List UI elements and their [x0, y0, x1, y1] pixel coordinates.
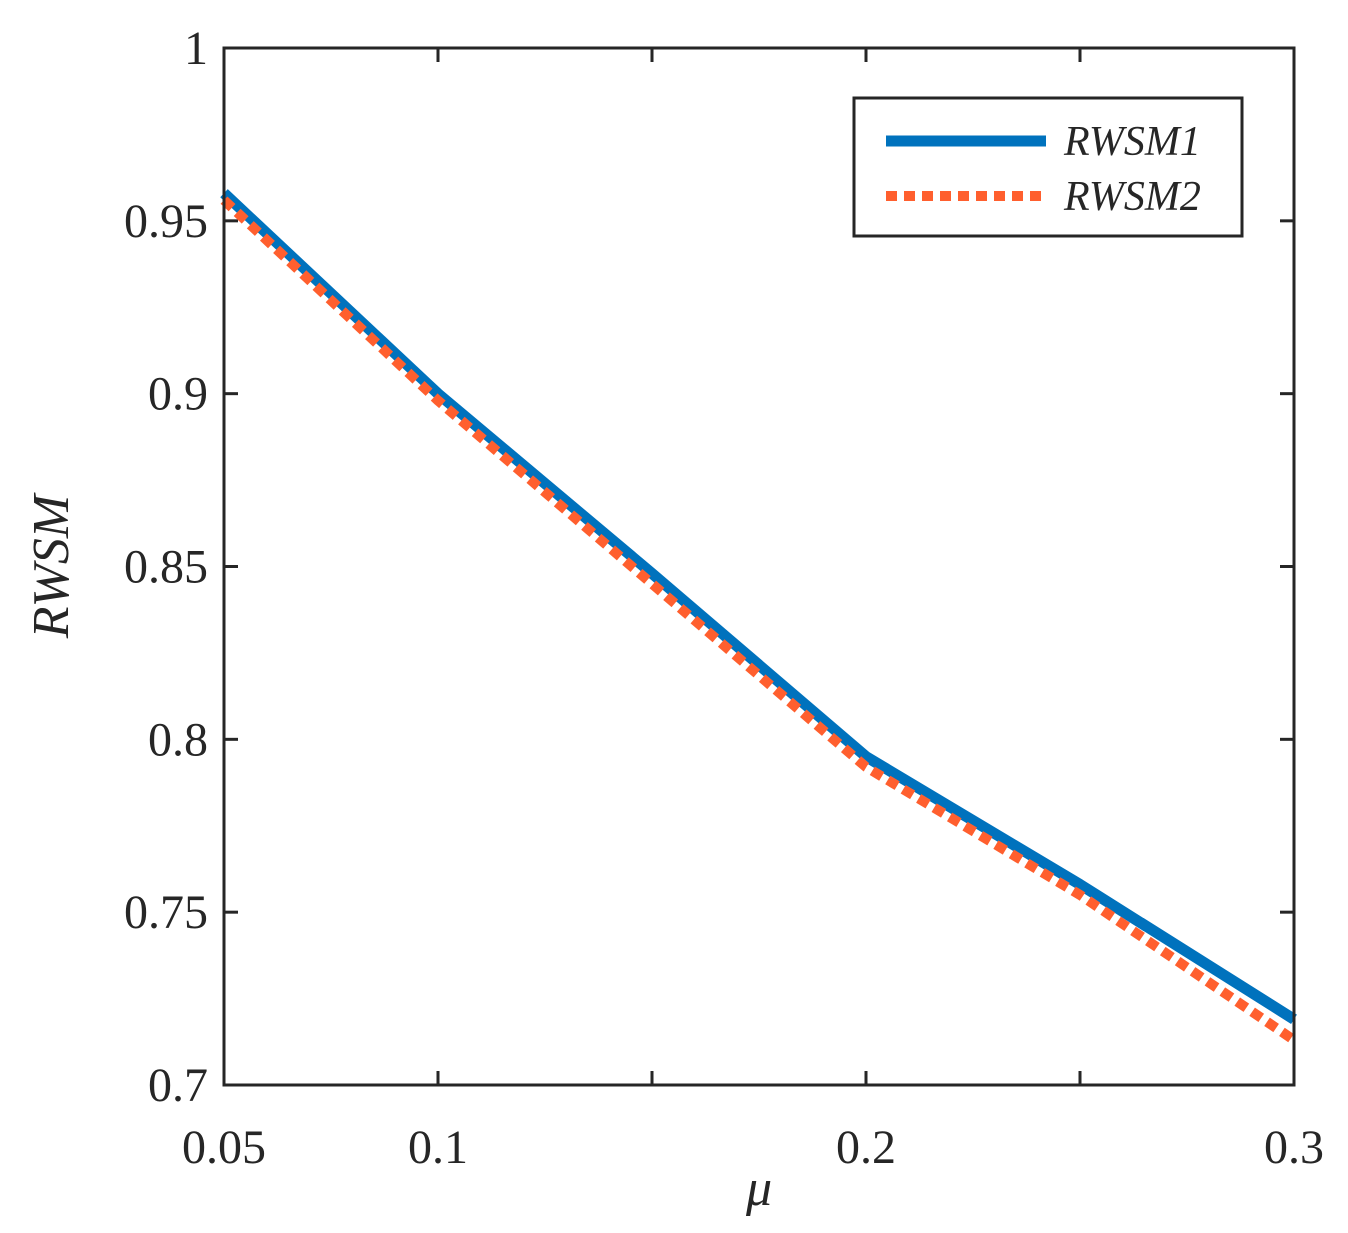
legend-label-rwsm1: RWSM1: [1063, 119, 1201, 165]
series-layer: [220, 189, 1297, 1045]
x-tick-labels: 0.05 0.1 0.2 0.3: [182, 1121, 1324, 1174]
x-tick-label: 0.05: [182, 1121, 266, 1174]
x-tick-label: 0.1: [408, 1121, 468, 1174]
legend-label-rwsm2: RWSM2: [1063, 174, 1201, 220]
legend: RWSM1 RWSM2: [852, 96, 1244, 238]
y-tick-label: 0.85: [124, 541, 208, 594]
y-tick-label: 0.75: [124, 886, 208, 939]
y-tick-label: 0.8: [148, 713, 208, 766]
x-axis-label: μ: [745, 1160, 772, 1217]
legend-box: [852, 96, 1244, 238]
series-line-rwsm1: [220, 189, 1297, 1024]
x-tick-label: 0.3: [1264, 1121, 1324, 1174]
plot-frame: [222, 46, 1296, 1087]
x-tick-label: 0.2: [836, 1121, 896, 1174]
y-axis-label: RWSM: [23, 492, 80, 639]
series-line-rwsm2: [220, 196, 1297, 1045]
y-tick-label: 1: [184, 22, 208, 75]
y-tick-label: 0.95: [124, 195, 208, 248]
y-tick-labels: 0.7 0.75 0.8 0.85 0.9 0.95 1: [124, 22, 208, 1112]
y-tick-label: 0.9: [148, 368, 208, 421]
y-tick-label: 0.7: [148, 1059, 208, 1112]
